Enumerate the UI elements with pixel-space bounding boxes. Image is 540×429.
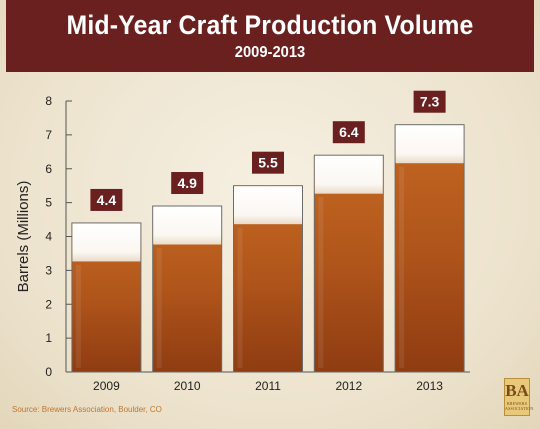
y-tick-label: 0 [45,365,52,379]
bar-highlight [75,264,81,368]
x-tick-label: 2011 [255,379,281,393]
y-tick-label: 4 [45,230,52,244]
data-label-box [252,151,284,174]
data-label: 7.3 [420,94,440,110]
y-tick-label: 3 [45,263,52,277]
logo-text: BREWERS ASSOCIATION [505,401,534,411]
data-label: 4.9 [177,175,197,191]
y-axis-label: Barrels (Millions) [15,181,32,293]
y-tick-label: 2 [45,297,52,311]
data-label: 6.4 [339,124,359,140]
data-label: 4.4 [97,192,117,208]
bar-2013: 7.3 [394,90,465,373]
bar-highlight [399,166,405,368]
bar-2009: 4.4 [71,188,142,373]
title-banner: Mid-Year Craft Production Volume 2009-20… [6,0,534,72]
y-tick-label: 1 [45,331,52,345]
y-tick-label: 6 [45,162,52,176]
data-label-box [90,188,123,211]
bar-highlight [318,197,324,368]
x-tick-label: 2013 [416,379,443,393]
bar-foam [72,223,141,262]
data-label-box [332,121,365,144]
bar-2011: 5.5 [233,151,303,373]
data-label: 5.5 [258,155,278,171]
chart-subtitle: 2009-2013 [234,44,306,61]
data-label-box [413,90,446,113]
y-tick-label: 8 [45,94,52,108]
bar-highlight [156,248,162,368]
bar-2012: 6.4 [313,121,384,373]
bar-foam [234,186,302,225]
bar-foam [395,125,464,164]
bar-2010: 4.9 [152,172,223,373]
source-note: Source: Brewers Association, Boulder, CO [12,405,162,414]
bar-foam [153,206,222,245]
x-tick-label: 2012 [335,379,362,393]
brewers-association-logo: BA BREWERS ASSOCIATION [504,378,534,416]
x-tick-label: 2009 [93,379,120,393]
data-label-box [171,172,204,195]
bar-highlight [237,227,243,368]
bar-beer [394,124,465,373]
chart-title: Mid-Year Craft Production Volume [66,10,474,40]
bar-foam [314,155,383,194]
y-tick-label: 5 [45,196,52,210]
x-tick-label: 2010 [174,379,201,393]
logo-monogram: BA [505,381,529,400]
y-tick-label: 7 [45,128,52,142]
